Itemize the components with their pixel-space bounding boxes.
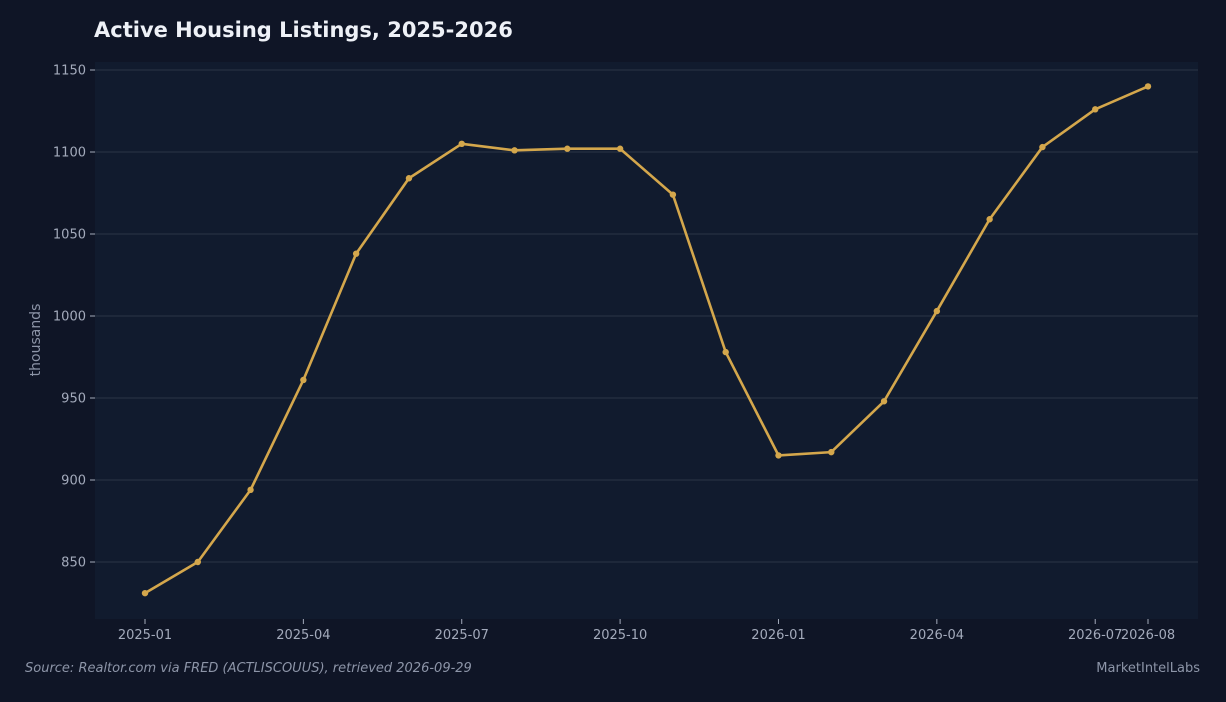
plot-area <box>95 62 1198 619</box>
x-tick-label: 2026-01 <box>751 628 805 643</box>
data-point <box>352 250 360 257</box>
data-point <box>458 140 465 147</box>
x-tick-label: 2025-10 <box>593 628 647 643</box>
data-point <box>669 191 677 198</box>
chart-title: Active Housing Listings, 2025-2026 <box>94 18 513 42</box>
data-points <box>141 83 1152 597</box>
x-tick-label: 2026-08 <box>1121 628 1175 643</box>
data-point <box>300 376 307 384</box>
data-point <box>616 145 624 152</box>
data-point <box>564 145 571 152</box>
data-point <box>511 147 518 154</box>
y-tick-label: 850 <box>61 556 86 571</box>
y-tick-label: 1050 <box>53 228 86 243</box>
data-point <box>194 558 201 566</box>
y-axis-label: thousands <box>28 304 44 377</box>
x-tick-label: 2025-07 <box>435 628 489 643</box>
series-line <box>143 85 1150 595</box>
y-axis-ticks: 850 900 950 1000 1050 1100 1150 <box>53 64 95 571</box>
x-tick-label: 2026-07 <box>1068 628 1122 643</box>
y-tick-label: 1100 <box>53 146 86 161</box>
brand-label: MarketIntelLabs <box>1096 661 1200 676</box>
y-tick-label: 1150 <box>53 64 86 79</box>
y-tick-label: 900 <box>61 474 86 489</box>
x-tick-label: 2026-04 <box>910 628 964 643</box>
data-point <box>405 175 413 182</box>
data-point <box>247 486 254 494</box>
x-tick-label: 2025-01 <box>118 628 172 643</box>
data-point <box>141 589 149 597</box>
x-axis-ticks: 2025-01 2025-04 2025-07 2025-10 2026-01 2026-… <box>118 619 1175 643</box>
data-point <box>828 448 835 456</box>
data-point <box>880 398 888 405</box>
data-point <box>986 216 993 223</box>
x-tick-label: 2025-04 <box>276 628 330 643</box>
data-point <box>722 348 729 356</box>
data-point <box>1039 143 1046 151</box>
gridlines <box>95 69 1198 563</box>
data-point <box>933 307 941 315</box>
y-tick-label: 950 <box>61 392 86 407</box>
data-point <box>1144 83 1152 90</box>
data-point <box>1092 106 1099 113</box>
source-note: Source: Realtor.com via FRED (ACTLISCOUU… <box>25 661 472 676</box>
y-tick-label: 1000 <box>53 310 86 325</box>
data-point <box>775 452 782 459</box>
